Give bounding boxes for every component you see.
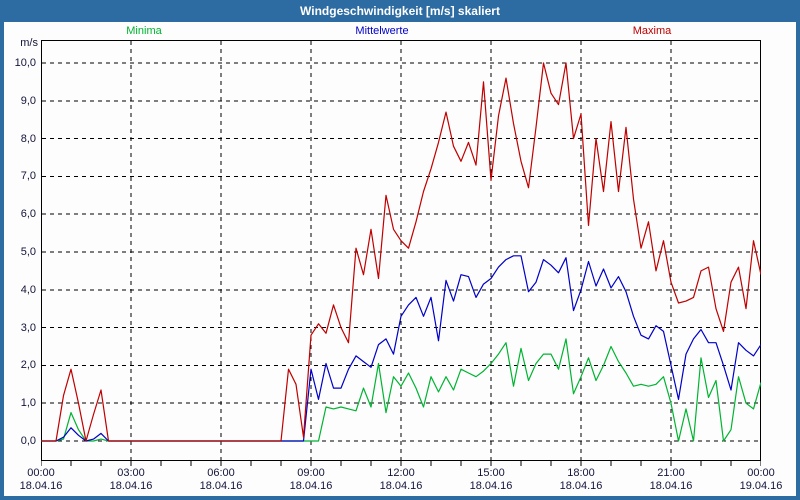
x-tick-date: 18.04.16 bbox=[199, 480, 243, 492]
x-tick-date: 18.04.16 bbox=[469, 480, 513, 492]
x-tick-time: 12:00 bbox=[387, 467, 415, 479]
x-tick-date: 18.04.16 bbox=[109, 480, 153, 492]
x-tick-time: 03:00 bbox=[117, 467, 145, 479]
x-tick-label: 00:00 18.04.16 bbox=[0, 467, 86, 493]
x-tick-label: 12:00 18.04.16 bbox=[356, 467, 446, 493]
y-tick-label: 5,0 bbox=[20, 246, 36, 258]
window-title: Windgeschwindigkeit [m/s] skaliert bbox=[300, 4, 500, 18]
x-tick-time: 15:00 bbox=[477, 467, 505, 479]
x-tick-date: 18.04.16 bbox=[19, 480, 63, 492]
x-tick-label: 18:00 18.04.16 bbox=[536, 467, 626, 493]
maxima-series-line bbox=[41, 62, 761, 442]
x-tick-date: 19.04.16 bbox=[739, 480, 783, 492]
x-tick-label: 00:00 19.04.16 bbox=[716, 467, 800, 493]
x-tick-label: 21:00 18.04.16 bbox=[626, 467, 716, 493]
chart-panel bbox=[4, 22, 796, 496]
y-axis-unit-label: m/s bbox=[20, 37, 38, 49]
x-tick-time: 18:00 bbox=[567, 467, 595, 479]
y-tick-label: 4,0 bbox=[20, 283, 36, 296]
x-tick-time: 09:00 bbox=[297, 467, 325, 479]
x-tick-date: 18.04.16 bbox=[289, 480, 333, 492]
legend-minima-label: Minima bbox=[126, 25, 162, 37]
x-tick-label: 09:00 18.04.16 bbox=[266, 467, 356, 493]
y-tick-label: 10,0 bbox=[14, 57, 36, 69]
window-title-bar: Windgeschwindigkeit [m/s] skaliert bbox=[0, 0, 800, 22]
x-tick-time: 00:00 bbox=[747, 467, 775, 479]
x-tick-label: 03:00 18.04.16 bbox=[86, 467, 176, 493]
x-tick-date: 18.04.16 bbox=[649, 480, 693, 492]
y-tick-label: 3,0 bbox=[20, 321, 36, 334]
x-tick-date: 18.04.16 bbox=[379, 480, 423, 492]
x-tick-date: 18.04.16 bbox=[559, 480, 603, 492]
wind-speed-chart bbox=[41, 40, 761, 466]
y-tick-label: 7,0 bbox=[20, 170, 36, 183]
y-tick-label: 9,0 bbox=[20, 94, 36, 107]
x-tick-time: 21:00 bbox=[657, 467, 685, 479]
y-tick-label: 0,0 bbox=[20, 435, 36, 447]
x-tick-label: 06:00 18.04.16 bbox=[176, 467, 266, 493]
y-tick-label: 6,0 bbox=[20, 208, 36, 221]
plot-frame bbox=[41, 40, 761, 461]
y-tick-label: 2,0 bbox=[20, 359, 36, 372]
legend-maxima-label: Maxima bbox=[632, 25, 672, 37]
legend-mittelwerte-label: Mittelwerte bbox=[355, 25, 409, 37]
y-tick-label: 1,0 bbox=[20, 397, 36, 410]
x-tick-time: 00:00 bbox=[27, 467, 55, 479]
x-tick-time: 06:00 bbox=[207, 467, 235, 479]
x-tick-label: 15:00 18.04.16 bbox=[446, 467, 536, 493]
y-tick-label: 8,0 bbox=[20, 132, 36, 145]
